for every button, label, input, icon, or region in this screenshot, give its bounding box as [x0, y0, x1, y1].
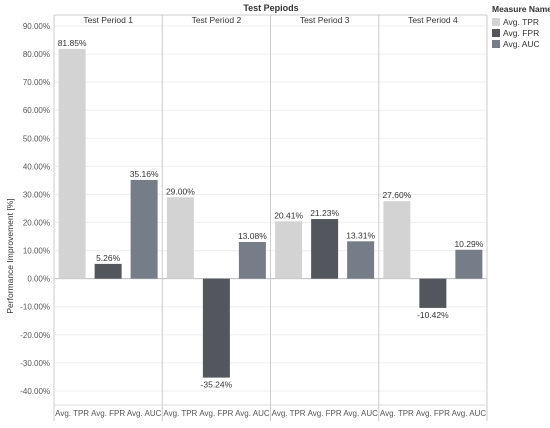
- x-tick-label: Avg. FPR: [416, 409, 450, 418]
- x-tick-label: Avg. FPR: [308, 409, 342, 418]
- bar: [94, 263, 122, 279]
- legend-swatch: [492, 29, 500, 37]
- bar-data-label: 5.26%: [96, 253, 121, 263]
- y-tick-label: -40.00%: [20, 387, 50, 396]
- y-tick-label: 90.00%: [23, 22, 50, 31]
- y-tick-label: 60.00%: [23, 106, 50, 115]
- gridlines: [53, 14, 488, 421]
- panel-header: Test Period 3: [300, 15, 350, 25]
- y-tick-label: 40.00%: [23, 162, 50, 171]
- bar-data-label: 10.29%: [454, 239, 483, 249]
- bars: [58, 48, 483, 378]
- bar-data-label: -10.42%: [417, 310, 449, 320]
- legend-swatch: [492, 40, 500, 48]
- bar: [347, 241, 375, 279]
- bar: [455, 249, 483, 279]
- x-tick-label: Avg. AUC: [343, 409, 378, 418]
- panel-header: Test Period 4: [408, 15, 458, 25]
- x-tick-label: Avg. TPR: [272, 409, 306, 418]
- bar-data-label: 27.60%: [382, 190, 411, 200]
- bar: [202, 278, 230, 378]
- y-tick-label: 50.00%: [23, 134, 50, 143]
- legend-swatch: [492, 18, 500, 26]
- bar: [419, 278, 447, 308]
- panel-header: Test Period 2: [192, 15, 242, 25]
- bar-data-label: 35.16%: [130, 169, 159, 179]
- x-tick-label: Avg. AUC: [235, 409, 270, 418]
- y-tick-label: 80.00%: [23, 50, 50, 59]
- bar: [311, 219, 339, 279]
- x-axis-ticks: Avg. TPR Avg. FPR Avg. AUC Avg. TPR Avg. FPR…: [55, 409, 486, 418]
- panel-header: Test Period 1: [83, 15, 133, 25]
- y-tick-label: 20.00%: [23, 219, 50, 228]
- x-tick-label: Avg. AUC: [452, 409, 487, 418]
- x-tick-label: Avg. FPR: [91, 409, 125, 418]
- x-tick-label: Avg. TPR: [380, 409, 414, 418]
- legend-item-label: Avg. FPR: [503, 28, 539, 38]
- bar: [58, 48, 86, 279]
- bar: [130, 179, 158, 279]
- y-tick-label: 30.00%: [23, 190, 50, 199]
- bar-data-label: 13.08%: [238, 231, 267, 241]
- chart-title: Test Pepiods: [243, 3, 298, 13]
- bar: [383, 201, 411, 279]
- x-tick-label: Avg. FPR: [199, 409, 233, 418]
- bar-data-label: 20.41%: [274, 210, 303, 220]
- y-tick-label: -10.00%: [20, 303, 50, 312]
- x-tick-label: Avg. TPR: [163, 409, 197, 418]
- bar: [238, 241, 266, 279]
- bar-data-labels: 81.85% 5.26% 35.16% 29.00% -35.24% 13.08% 20.4…: [58, 38, 484, 390]
- bar-data-label: 21.23%: [310, 208, 339, 218]
- legend-item-label: Avg. TPR: [503, 17, 539, 27]
- legend-item-label: Avg. AUC: [503, 39, 540, 49]
- legend-title: Measure Names: [492, 4, 550, 14]
- bar-data-label: 13.31%: [346, 230, 375, 240]
- bar-data-label: 29.00%: [166, 186, 195, 196]
- y-axis-ticks: 90.00% 80.00% 70.00% 60.00% 50.00% 40.00% 30.0…: [20, 22, 50, 396]
- bar-data-label: 81.85%: [58, 38, 87, 48]
- x-tick-label: Avg. TPR: [55, 409, 89, 418]
- panel-headers: Test Period 1 Test Period 2 Test Period 3 T…: [83, 15, 458, 25]
- y-tick-label: -30.00%: [20, 359, 50, 368]
- bar: [166, 197, 194, 279]
- y-tick-label: -20.00%: [20, 331, 50, 340]
- bar-data-label: -35.24%: [201, 380, 233, 390]
- y-tick-label: 10.00%: [23, 247, 50, 256]
- bar: [275, 221, 303, 279]
- y-tick-label: 0.00%: [27, 275, 50, 284]
- x-tick-label: Avg. AUC: [127, 409, 162, 418]
- y-axis-label: Performance Improvement [%]: [5, 198, 15, 313]
- y-tick-label: 70.00%: [23, 78, 50, 87]
